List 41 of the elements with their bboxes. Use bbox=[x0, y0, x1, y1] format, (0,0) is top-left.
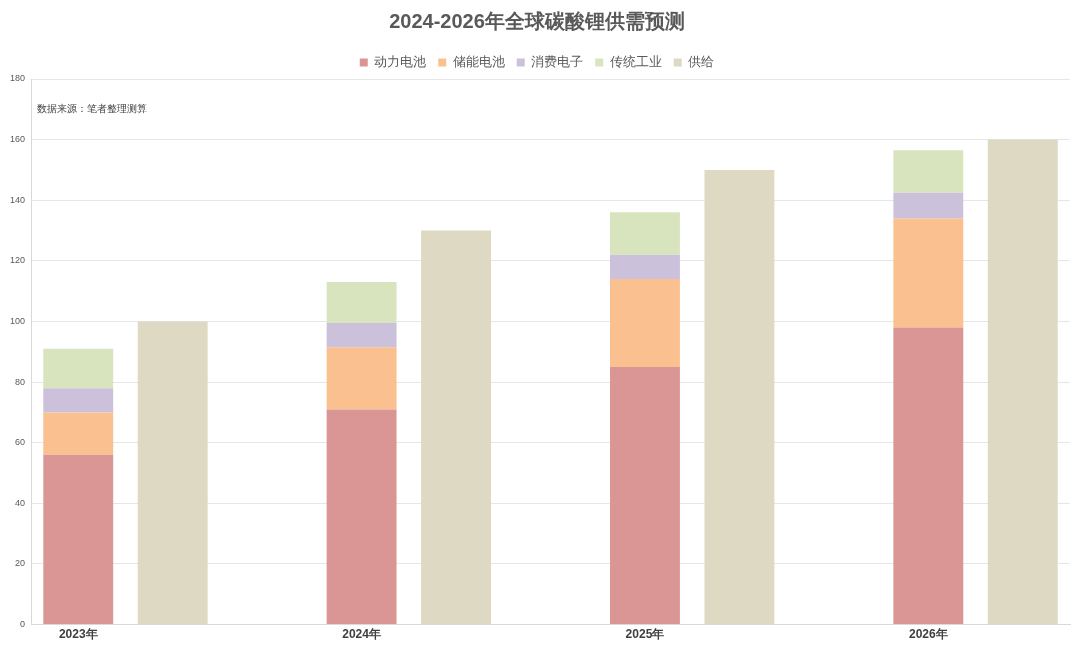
bar bbox=[610, 212, 680, 255]
y-tick-label: 80 bbox=[15, 376, 26, 387]
bar bbox=[610, 279, 680, 367]
legend-label: 供给 bbox=[688, 54, 715, 70]
bar bbox=[43, 454, 114, 625]
x-tick-label: 2025年 bbox=[625, 627, 665, 642]
bar bbox=[137, 321, 208, 625]
y-tick-label: 0 bbox=[20, 619, 26, 630]
y-tick-label: 140 bbox=[9, 194, 26, 205]
bar bbox=[893, 327, 964, 625]
annotation: 数据来源：笔者整理测算 bbox=[37, 102, 148, 114]
chart-title: 2024-2026年全球碳酸锂供需预测 bbox=[389, 9, 685, 32]
y-tick-label: 40 bbox=[15, 497, 26, 508]
bar bbox=[610, 254, 680, 280]
bar bbox=[610, 366, 680, 625]
y-tick-label: 120 bbox=[9, 255, 26, 266]
legend-label: 传统工业 bbox=[609, 54, 662, 70]
legend-label: 储能电池 bbox=[452, 54, 505, 70]
y-tick-label: 100 bbox=[9, 315, 26, 326]
bar bbox=[326, 282, 397, 323]
bar bbox=[43, 348, 114, 389]
bar bbox=[421, 230, 491, 625]
y-tick-label: 160 bbox=[9, 134, 26, 145]
legend-label: 动力电池 bbox=[374, 54, 427, 70]
x-tick-label: 2024年 bbox=[342, 627, 381, 642]
y-tick-label: 180 bbox=[9, 73, 26, 84]
x-tick-label: 2026年 bbox=[908, 627, 948, 642]
y-tick-label: 60 bbox=[15, 437, 26, 448]
bar bbox=[893, 150, 964, 193]
bar bbox=[326, 323, 397, 348]
x-tick-label: 2023年 bbox=[58, 627, 98, 642]
bar bbox=[987, 139, 1058, 625]
bar bbox=[43, 388, 114, 413]
bar bbox=[43, 412, 114, 455]
bar bbox=[326, 347, 397, 410]
bar bbox=[704, 169, 775, 625]
legend-label: 消费电子 bbox=[531, 54, 584, 70]
bar bbox=[893, 192, 964, 219]
y-tick-label: 20 bbox=[15, 558, 26, 569]
bar bbox=[893, 218, 964, 328]
bar bbox=[326, 409, 397, 625]
